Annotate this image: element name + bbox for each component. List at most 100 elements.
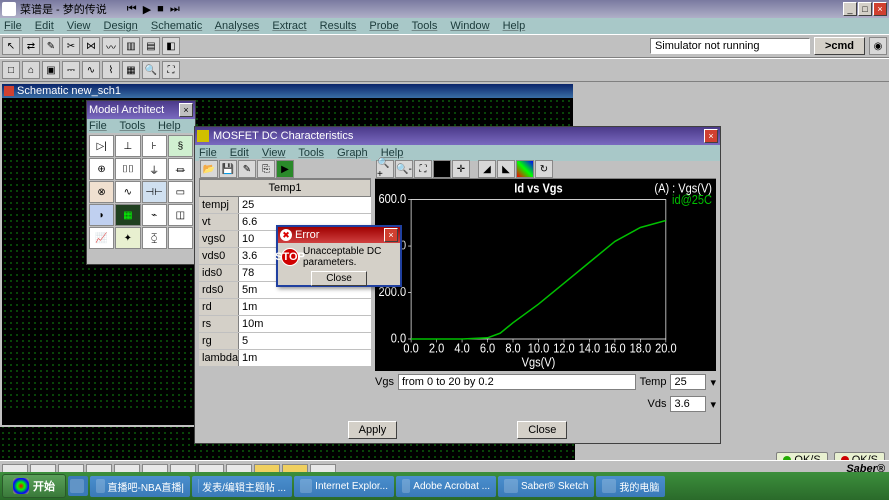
tool-new-icon[interactable]: □ <box>2 61 20 79</box>
quicklaunch-ie-icon[interactable] <box>68 476 88 496</box>
temp-dropdown-icon[interactable]: ▾ <box>710 376 716 389</box>
palette-ground-icon[interactable]: ⏚ <box>142 158 167 180</box>
tool-open-icon[interactable]: ⌂ <box>22 61 40 79</box>
palette-cyl-icon[interactable]: ◗ <box>89 204 114 226</box>
temp-input[interactable] <box>670 374 706 390</box>
tool-fit-icon[interactable]: ⛶ <box>162 61 180 79</box>
tool-bar-icon[interactable]: ▥ <box>122 37 140 55</box>
param-value[interactable]: 25 <box>239 197 371 213</box>
palette-fet-icon[interactable]: ⊦ <box>142 135 167 157</box>
media-prev-icon[interactable]: ⏮ <box>127 3 137 16</box>
tool-scope-icon[interactable]: ◧ <box>162 37 180 55</box>
mosfet-close-button[interactable]: × <box>704 129 718 143</box>
zoom-out-icon[interactable]: 🔍- <box>395 160 413 178</box>
menu-edit[interactable]: Edit <box>35 20 54 32</box>
palette-cap-icon[interactable]: ⊣⊢ <box>142 181 167 203</box>
menu-schematic[interactable]: Schematic <box>151 20 202 32</box>
param-value[interactable]: 1m <box>239 299 371 315</box>
tool-save-icon[interactable]: ▣ <box>42 61 60 79</box>
taskbar-item[interactable]: 发表/编辑主题帖 ... <box>192 476 292 497</box>
apply-button[interactable]: Apply <box>348 421 398 439</box>
tool-tran-icon[interactable]: ⌇ <box>102 61 120 79</box>
palette-source-icon[interactable]: ⊕ <box>89 158 114 180</box>
cmd-button[interactable]: >cmd <box>814 37 865 55</box>
param-value[interactable]: 10m <box>239 316 371 332</box>
menu-results[interactable]: Results <box>320 20 357 32</box>
close-button[interactable]: × <box>873 2 887 16</box>
param-value[interactable]: 1m <box>239 350 371 366</box>
menu-probe[interactable]: Probe <box>369 20 398 32</box>
tool-wire-icon[interactable]: ⇄ <box>22 37 40 55</box>
palette-icon[interactable] <box>516 160 534 178</box>
minimize-button[interactable]: _ <box>843 2 857 16</box>
tool-part-icon[interactable]: ▦ <box>122 61 140 79</box>
tool-graph-icon[interactable]: 〰 <box>102 37 120 55</box>
zoom-in-icon[interactable]: 🔍+ <box>376 160 394 178</box>
vds-input[interactable] <box>670 396 706 412</box>
mosfet-close-btn[interactable]: Close <box>517 421 567 439</box>
media-play-icon[interactable]: ▶ <box>143 3 151 16</box>
palette-port-icon[interactable]: ◫ <box>168 204 193 226</box>
palette-wave-icon[interactable]: ∿ <box>115 181 140 203</box>
marker2-icon[interactable]: ◣ <box>497 160 515 178</box>
refresh-icon[interactable]: ↻ <box>535 160 553 178</box>
menu-analyses[interactable]: Analyses <box>215 20 260 32</box>
menu-tools[interactable]: Tools <box>412 20 438 32</box>
menu-file[interactable]: File <box>4 20 22 32</box>
menu-window[interactable]: Window <box>450 20 489 32</box>
cursor-icon[interactable]: ✛ <box>452 160 470 178</box>
param-save-icon[interactable]: 💾 <box>219 160 237 178</box>
march-close-button[interactable]: × <box>179 103 193 117</box>
media-next-icon[interactable]: ⏭ <box>170 3 180 16</box>
globe-icon[interactable]: ◉ <box>869 37 887 55</box>
mosfet-menu-edit[interactable]: Edit <box>230 147 249 159</box>
param-copy-icon[interactable]: ⎘ <box>257 160 275 178</box>
palette-res-icon[interactable]: ⏛ <box>168 158 193 180</box>
taskbar-item[interactable]: Internet Explor... <box>294 476 394 497</box>
taskbar-item[interactable]: Adobe Acrobat ... <box>396 476 496 497</box>
mosfet-menu-file[interactable]: File <box>199 147 217 159</box>
param-open-icon[interactable]: 📂 <box>200 160 218 178</box>
param-run-icon[interactable]: ▶ <box>276 160 294 178</box>
march-menu-file[interactable]: File <box>89 120 107 132</box>
maximize-button[interactable]: □ <box>858 2 872 16</box>
param-edit-icon[interactable]: ✎ <box>238 160 256 178</box>
marker1-icon[interactable]: ◢ <box>478 160 496 178</box>
tool-plot-icon[interactable]: ▤ <box>142 37 160 55</box>
error-x-button[interactable]: × <box>384 228 398 242</box>
zoom-fit-icon[interactable]: ⛶ <box>414 160 432 178</box>
error-close-button[interactable]: Close <box>311 271 367 286</box>
menu-extract[interactable]: Extract <box>272 20 306 32</box>
mosfet-menu-tools[interactable]: Tools <box>298 147 324 159</box>
palette-chip-icon[interactable]: ▦ <box>115 204 140 226</box>
palette-motor-icon[interactable]: ⊗ <box>89 181 114 203</box>
menu-view[interactable]: View <box>67 20 91 32</box>
media-stop-icon[interactable]: ■ <box>157 3 164 16</box>
palette-plot-icon[interactable]: 📈 <box>89 227 114 249</box>
march-menu-tools[interactable]: Tools <box>120 120 146 132</box>
vds-dropdown-icon[interactable]: ▾ <box>710 398 716 411</box>
grid-toggle-icon[interactable] <box>433 160 451 178</box>
tool-zoom-icon[interactable]: 🔍 <box>142 61 160 79</box>
taskbar-item[interactable]: 我的电脑 <box>596 476 665 497</box>
taskbar-item[interactable]: Saber® Sketch <box>498 476 594 497</box>
start-button[interactable]: 开始 <box>2 474 66 498</box>
tool-cut-icon[interactable]: ✂ <box>62 37 80 55</box>
palette-diode-icon[interactable]: ▷| <box>89 135 114 157</box>
mosfet-menu-graph[interactable]: Graph <box>337 147 368 159</box>
menu-design[interactable]: Design <box>104 20 138 32</box>
palette-sw-icon[interactable]: ⌁ <box>142 204 167 226</box>
palette-bjt-icon[interactable]: ⊥ <box>115 135 140 157</box>
palette-xfmr-icon[interactable]: ⌷⌷ <box>115 158 140 180</box>
tool-arrow-icon[interactable]: ↖ <box>2 37 20 55</box>
palette-mag-icon[interactable]: ⧲ <box>142 227 167 249</box>
palette-coil-icon[interactable]: § <box>168 135 193 157</box>
tool-dc-icon[interactable]: ⎓ <box>62 61 80 79</box>
vgs-input[interactable] <box>398 374 636 390</box>
menu-help[interactable]: Help <box>503 20 526 32</box>
mosfet-menu-view[interactable]: View <box>262 147 286 159</box>
palette-block-icon[interactable]: ▭ <box>168 181 193 203</box>
tool-ac-icon[interactable]: ∿ <box>82 61 100 79</box>
march-menu-help[interactable]: Help <box>158 120 181 132</box>
palette-opt-icon[interactable]: ✦ <box>115 227 140 249</box>
